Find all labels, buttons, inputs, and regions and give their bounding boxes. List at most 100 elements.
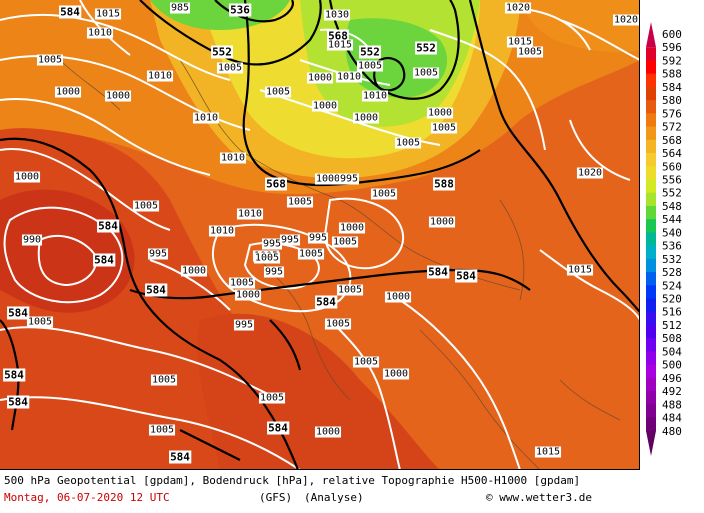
pressure-label: 1000 (384, 369, 408, 380)
pressure-label-bg (412, 67, 440, 79)
pressure-label: 1015 (536, 447, 560, 458)
colorbar-label: 576 (662, 107, 682, 120)
pressure-label-bg (132, 200, 160, 212)
pressure-label: 1005 (134, 201, 158, 212)
pressure-label: 995 (340, 174, 358, 185)
geopotential-label-bg (97, 219, 120, 233)
mid-zone-northeast (520, 0, 639, 52)
pressure-label: 1000 (386, 292, 410, 303)
pressure-label: 1005 (432, 123, 456, 134)
pressure-label: 1005 (396, 138, 420, 149)
pressure-label-bg (430, 122, 458, 134)
map-caption: 500 hPa Geopotential [gpdam], Bodendruck… (0, 470, 704, 513)
colorbar-swatch (646, 219, 656, 233)
colorbar-swatch (646, 100, 656, 114)
pressure-label-bg (263, 266, 285, 278)
pressure-label-bg (234, 289, 262, 301)
geopotential-label: 584 (268, 422, 288, 435)
colorbar-label: 496 (662, 372, 682, 385)
pressure-label: 1020 (578, 168, 602, 179)
geopotential-label-bg (169, 450, 192, 464)
pressure-label: 1000 (340, 223, 364, 234)
geopotential-label: 584 (316, 296, 336, 309)
colorbar-label: 500 (662, 359, 682, 372)
pressure-label-bg (236, 208, 264, 220)
colorbar-panel: 600 596 592 588 584 580 576 572 568 564 560 556 552 5… (640, 0, 704, 470)
colorbar-label: 492 (662, 385, 682, 398)
colorbar-swatch (646, 351, 656, 366)
geopotential-label: 588 (434, 178, 454, 191)
colorbar-swatch (646, 391, 656, 405)
pressure-label: 1000 (15, 172, 39, 183)
pressure-label-bg (258, 392, 286, 404)
geopotential-label: 568 (328, 30, 348, 43)
colorbar-label: 540 (662, 226, 682, 239)
colorbar-swatch (646, 60, 656, 75)
geopotential-label-bg (7, 306, 30, 320)
map-canvas: 584 536 552 568 552 552 568 588 584 584 584 584 584 5… (0, 0, 639, 469)
pressure-label-bg (338, 173, 360, 185)
colorbar-label: 504 (662, 345, 682, 358)
pressure-label-bg (506, 36, 534, 48)
pressure-label-bg (148, 424, 176, 436)
colorbar-swatch (646, 166, 656, 180)
pressure-label-bg (264, 86, 292, 98)
pressure-label: 1005 (333, 237, 357, 248)
pressure-label-bg (306, 72, 334, 84)
pressure-label-bg (192, 112, 220, 124)
geopotential-label-bg (315, 295, 338, 309)
colorbar-swatch (646, 311, 656, 326)
pressure-label: 1000 (106, 91, 130, 102)
pressure-label-bg (279, 234, 301, 246)
caption-copyright-link[interactable]: © www.wetter3.de (486, 491, 592, 504)
colorbar-swatch (646, 192, 656, 207)
pressure-label: 1005 (299, 249, 323, 260)
pressure-label: 1030 (325, 10, 349, 21)
colorbar: 6005965925885845805765725685645605565525… (646, 22, 682, 456)
pressure-label-bg (21, 234, 43, 246)
colorbar-swatch (646, 417, 656, 432)
pressure-label-bg (356, 60, 384, 72)
caption-meta-row: Montag, 06-07-2020 12 UTC (GFS) (Analyse… (4, 489, 700, 506)
pressure-label: 1000 (430, 217, 454, 228)
colorbar-swatch (646, 139, 656, 154)
colorbar-label: 480 (662, 425, 682, 438)
pressure-label: 1005 (518, 47, 542, 58)
geopotential-label: 536 (230, 4, 250, 17)
pressure-label: 1010 (194, 113, 218, 124)
pressure-label-bg (297, 248, 325, 260)
pressure-label: 1005 (218, 63, 242, 74)
colorbar-label: 528 (662, 266, 682, 279)
colorbar-swatch (646, 47, 656, 61)
geopotential-label: 584 (94, 254, 114, 267)
pressure-label-bg (150, 374, 178, 386)
colorbar-label: 568 (662, 134, 682, 147)
colorbar-label: 592 (662, 54, 682, 67)
geopotential-label: 552 (212, 46, 232, 59)
pressure-label: 1005 (28, 317, 52, 328)
pressure-label: 1000 (236, 290, 260, 301)
pressure-label-bg (324, 318, 352, 330)
pressure-label-bg (382, 368, 410, 380)
pressure-label-bg (94, 8, 122, 20)
pressure-label-bg (208, 225, 236, 237)
pressure-label-bg (311, 100, 339, 112)
pressure-label: 1000 (354, 113, 378, 124)
pressure-label-bg (86, 27, 114, 39)
colorbar-swatch (646, 153, 656, 167)
pressure-label-bg (216, 62, 244, 74)
pressure-label: 1020 (506, 3, 530, 14)
pressure-label-bg (394, 137, 422, 149)
hot-zone-south (197, 313, 440, 469)
pressure-label: 1010 (210, 226, 234, 237)
colorbar-label: 596 (662, 41, 682, 54)
colorbar-label: 524 (662, 279, 682, 292)
geopotential-label-bg (211, 45, 233, 59)
pressure-label: 1005 (354, 357, 378, 368)
pressure-label: 985 (171, 3, 189, 14)
pressure-label: 1005 (288, 197, 312, 208)
geopotential-label: 584 (98, 220, 118, 233)
colorbar-label: 548 (662, 200, 682, 213)
colorbar-swatch (646, 86, 656, 101)
